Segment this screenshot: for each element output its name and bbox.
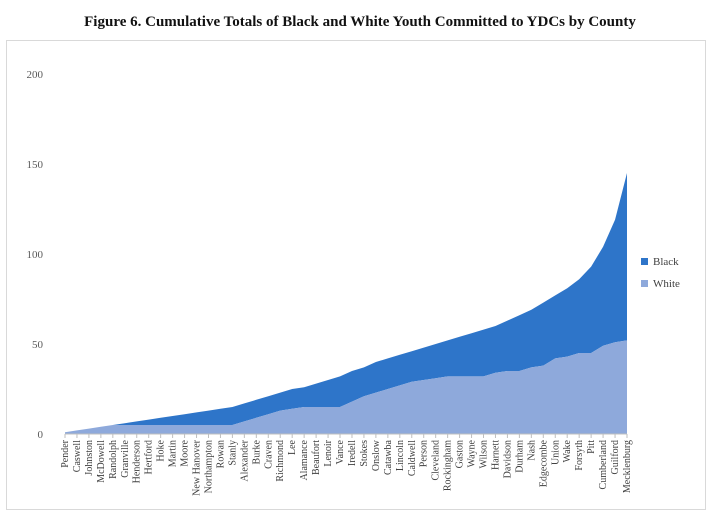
legend-label-white: White: [653, 278, 680, 290]
x-tick-label: Pender: [60, 439, 71, 467]
x-tick-label: Cleveland: [431, 440, 442, 481]
x-tick-label: Stanly: [227, 440, 238, 466]
series-white-area: [65, 340, 627, 434]
x-tick-label: Nash: [526, 440, 537, 461]
x-tick-label: Randolph: [108, 440, 119, 479]
chart-frame: 0 50 100 150 200 Pender Caswell Johnston McDowe…: [6, 40, 706, 510]
x-tick-label: Rockingham: [443, 440, 454, 491]
x-tick-label: Rowan: [215, 440, 226, 468]
x-tick-label: Gaston: [455, 440, 466, 468]
x-tick-label: Stokes: [359, 440, 370, 467]
legend-swatch-white: [641, 280, 648, 287]
x-tick-label: New Hanover: [192, 439, 203, 495]
x-tick-label: Lee: [287, 439, 298, 455]
y-tick-label: 200: [27, 69, 44, 81]
x-tick-label: Lincoln: [395, 440, 406, 471]
x-tick-label: Lenoir: [323, 439, 334, 466]
x-tick-label: Mecklenburg: [622, 440, 633, 493]
x-tick-label: Martin: [168, 440, 179, 467]
legend: Black White: [641, 256, 680, 290]
x-tick-label: Durham: [514, 440, 525, 473]
x-tick-label: Wake: [562, 439, 573, 462]
x-tick-label: Vance: [335, 439, 346, 464]
x-tick-label: Person: [419, 440, 430, 467]
x-tick-label: Edgecombe: [538, 439, 549, 487]
x-tick-label: Cumberland: [598, 440, 609, 489]
x-tick-label: Granville: [120, 439, 131, 477]
axes-layer: [64, 433, 628, 438]
x-tick-label: Iredell: [347, 440, 358, 466]
x-tick-label: Caldwell: [407, 440, 418, 476]
x-tick-label: Wayne: [467, 439, 478, 467]
x-tick-label: Beaufort: [311, 440, 322, 475]
x-tick-label: Forsyth: [574, 440, 585, 471]
x-tick-label: Henderson: [132, 440, 143, 483]
y-tick-label: 150: [27, 159, 44, 171]
x-tick-label: Onslow: [371, 439, 382, 471]
y-tick-label: 50: [32, 339, 44, 351]
x-tick-label: Hoke: [156, 439, 167, 461]
x-tick-label: Guilford: [610, 440, 621, 474]
x-tick-label: Alamance: [299, 439, 310, 480]
x-tick-label: Burke: [251, 439, 262, 464]
legend-label-black: Black: [653, 256, 679, 268]
x-tick-label: Johnston: [84, 440, 95, 476]
x-tick-label: Alexander: [239, 439, 250, 481]
y-tick-label: 100: [27, 249, 44, 261]
x-tick-label: Pitt: [586, 440, 597, 454]
x-tick-label: Catawba: [383, 439, 394, 475]
x-tick-label: McDowell: [96, 440, 107, 483]
x-tick-label: Hertford: [144, 440, 155, 474]
series-black-area: [65, 173, 627, 433]
y-tick-label: 0: [38, 429, 44, 441]
legend-swatch-black: [641, 258, 648, 265]
x-tick-label: Union: [550, 440, 561, 465]
x-tick-label: Harnett: [490, 440, 501, 470]
x-tick-labels: Pender Caswell Johnston McDowell Randolph Gra…: [60, 439, 633, 496]
x-tick-label: Craven: [263, 440, 274, 469]
x-tick-label: Caswell: [72, 440, 83, 472]
x-tick-label: Wilson: [479, 440, 490, 469]
stacked-area-chart: 0 50 100 150 200 Pender Caswell Johnston McDowe…: [27, 69, 680, 496]
x-tick-label: Davidson: [502, 440, 513, 478]
chart-title: Figure 6. Cumulative Totals of Black and…: [84, 14, 636, 30]
x-tick-label: Moore: [180, 439, 191, 466]
area-layer: [65, 173, 627, 434]
x-tick-label: Richmond: [275, 440, 286, 482]
y-tick-labels: 0 50 100 150 200: [27, 69, 44, 441]
x-tick-label: Northampton: [203, 440, 214, 493]
